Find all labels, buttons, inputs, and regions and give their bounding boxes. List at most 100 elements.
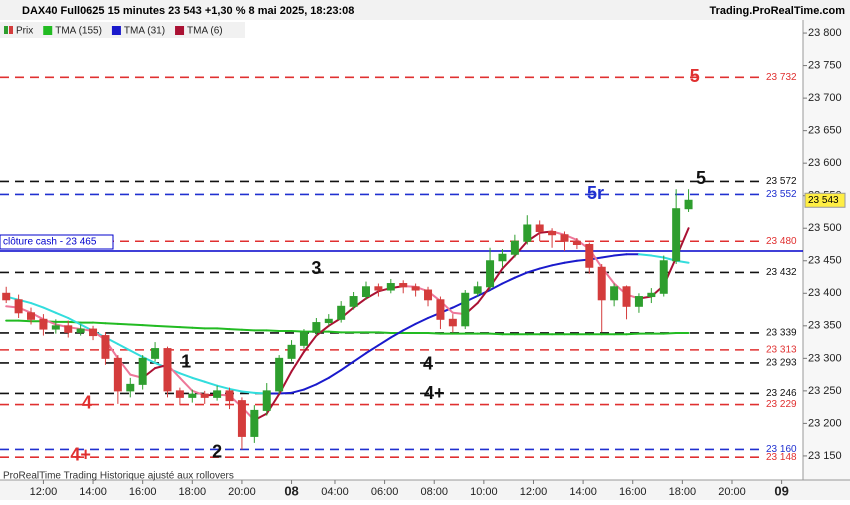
x-tick-label: 12:00	[520, 486, 548, 498]
candles-layer	[2, 189, 693, 450]
y-tick-label: 23 700	[808, 92, 842, 104]
x-tick-label: 14:00	[569, 486, 597, 498]
ma-segment	[116, 322, 132, 326]
level-label: 23 148	[766, 452, 797, 463]
candle-body	[349, 296, 358, 307]
y-tick-label: 23 750	[808, 59, 842, 71]
legend-swatch	[111, 26, 121, 35]
candle-body	[684, 199, 693, 210]
candle-body	[361, 286, 370, 298]
candle-body	[585, 243, 594, 268]
ma-segment	[402, 322, 417, 332]
y-tick-label: 23 300	[808, 352, 842, 364]
candle-body	[424, 289, 433, 301]
ma-segment	[54, 311, 70, 320]
level-label: 23 160	[766, 444, 797, 455]
legend-label: TMA (6)	[187, 26, 223, 37]
ma-segment	[240, 328, 256, 332]
legend: Prix TMA (155) TMA (31) TMA (6)	[4, 26, 223, 37]
ma-segment	[42, 306, 57, 314]
ma-segment	[327, 369, 343, 379]
candle-body	[436, 299, 445, 320]
candle-body	[14, 299, 23, 314]
ma-segment	[191, 376, 206, 383]
ma-segment	[613, 253, 628, 257]
ma-segment	[302, 383, 318, 391]
candle-body	[287, 344, 296, 359]
annotation: 4	[423, 354, 433, 374]
ma-segment	[240, 390, 256, 394]
x-tick-label: 20:00	[228, 486, 256, 498]
ma-segment	[377, 336, 392, 347]
level-label: 23 313	[766, 345, 797, 356]
ma-segment	[650, 254, 665, 259]
candle-body	[523, 224, 532, 242]
y-tick-label: 23 200	[808, 417, 842, 429]
annotation: 4+	[424, 383, 445, 403]
x-tick-label: 08:00	[420, 486, 448, 498]
annotation: 5	[696, 168, 706, 188]
ma-segment	[476, 285, 492, 305]
header-bar	[0, 0, 850, 20]
ma-segment	[191, 326, 206, 330]
candle-body	[610, 286, 619, 301]
ma-segment	[216, 384, 231, 390]
x-tick-label: 18:00	[669, 486, 697, 498]
ma-segment	[414, 317, 430, 325]
y-tick-label: 23 150	[808, 450, 842, 462]
ma-segment	[302, 334, 318, 353]
x-tick-label: 16:00	[619, 486, 647, 498]
legend-label: TMA (155)	[55, 26, 102, 37]
candle-body	[113, 357, 122, 392]
ma-segment	[489, 332, 504, 336]
candle-body	[275, 357, 284, 392]
ma-segment	[637, 253, 653, 257]
time-axis-bar	[0, 480, 850, 500]
ma-segment	[67, 317, 82, 326]
candle-body	[672, 208, 681, 262]
level-label: 23 246	[766, 388, 797, 399]
candle-body	[225, 390, 234, 402]
ma-segment	[178, 376, 194, 392]
text-layer: 23 543 5 5 5r 3 4 4+ 1 2 4 4+	[70, 66, 846, 465]
candle-body	[27, 312, 36, 320]
candle-body	[399, 283, 408, 288]
ma-segment	[265, 329, 281, 333]
candle-body	[126, 383, 135, 392]
x-tick-label: 20:00	[718, 486, 746, 498]
ma-segment	[290, 388, 305, 394]
y-tick-label: 23 650	[808, 125, 842, 137]
annotation: 5r	[587, 183, 604, 203]
candle-body	[39, 318, 48, 330]
candle-body	[151, 348, 160, 359]
price-axis-bar	[803, 20, 850, 480]
ma-segment	[501, 254, 516, 270]
ma-segment	[427, 331, 442, 335]
candle-body	[647, 292, 656, 298]
legend-swatch	[9, 26, 13, 34]
candle-body	[572, 240, 581, 245]
candle-body	[386, 283, 395, 291]
level-label: 23 339	[766, 328, 797, 339]
level-label: 23 229	[766, 399, 797, 410]
candle-body	[486, 260, 495, 288]
level-label: 23 293	[766, 358, 797, 369]
candle-body	[237, 400, 246, 437]
x-tick-label: 18:00	[179, 486, 207, 498]
candle-body	[560, 234, 569, 242]
candle-body	[2, 292, 11, 301]
ma-segment	[538, 264, 554, 270]
candle-body	[163, 348, 172, 392]
ma-segment	[116, 343, 132, 352]
ma-segment	[290, 330, 305, 333]
legend-swatch	[175, 26, 185, 35]
ma-segment	[551, 261, 566, 267]
candle-body	[312, 322, 321, 333]
x-tick-label: 04:00	[321, 486, 349, 498]
ma-segment	[662, 331, 678, 335]
level-label: 23 732	[766, 72, 797, 83]
reference-label-box	[0, 234, 114, 250]
x-tick-label: 06:00	[371, 486, 399, 498]
